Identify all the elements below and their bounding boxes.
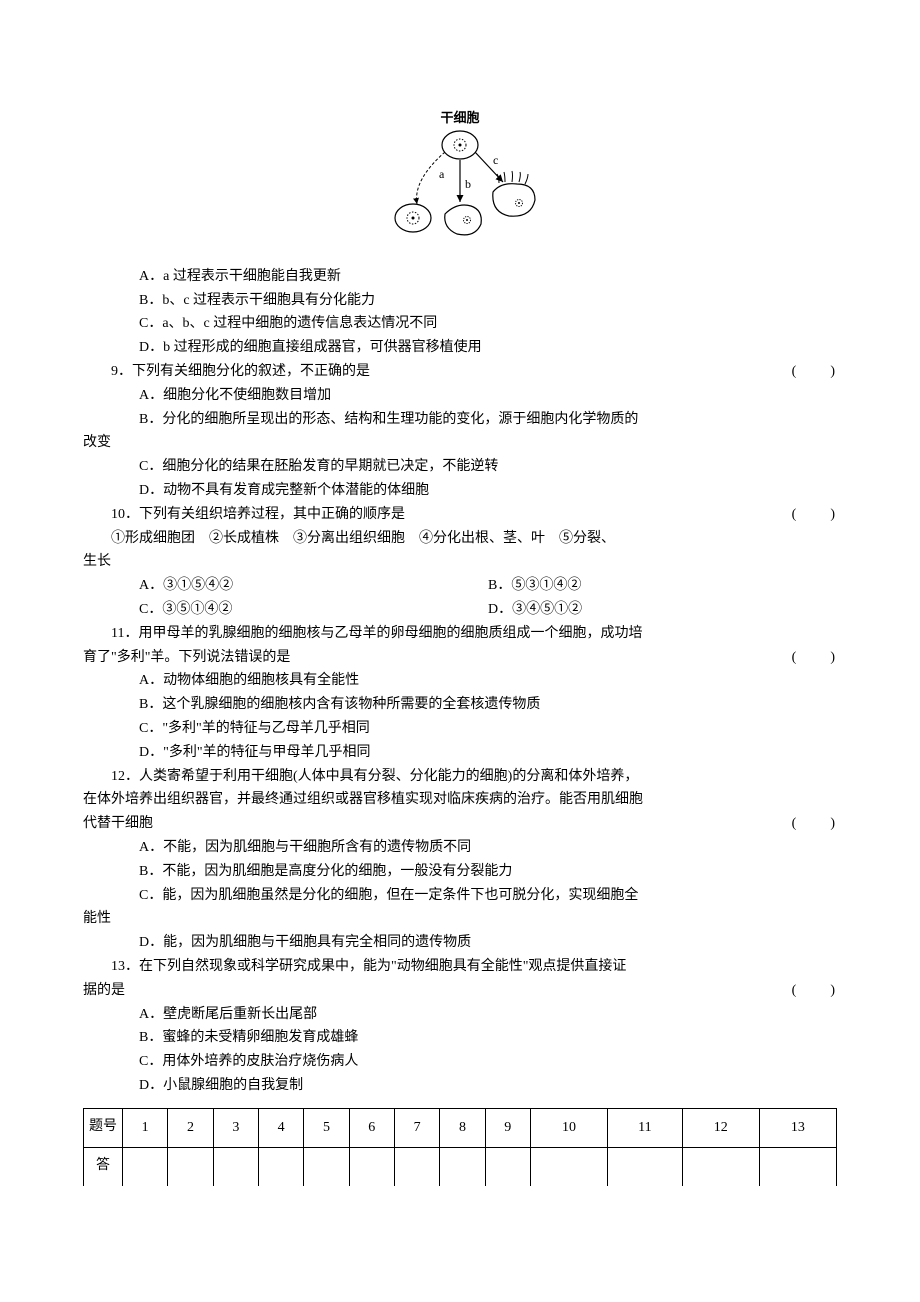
diagram-svg: 干细胞 a b c — [365, 110, 555, 250]
col-1: 1 — [123, 1108, 168, 1147]
q13-option-a: A．壁虎断尾后重新长出尾部 — [83, 1003, 837, 1027]
diagram-top-label: 干细胞 — [440, 110, 479, 125]
q10-stem-text: 10．下列有关组织培养过程，其中正确的顺序是 — [111, 507, 405, 522]
q10-option-c: C．③⑤①④② — [139, 598, 488, 622]
q10-stem2a: ①形成细胞团 ②长成植株 ③分离出组织细胞 ④分化出根、茎、叶 ⑤分裂、 — [83, 527, 837, 551]
col-8: 8 — [440, 1108, 485, 1147]
q12-option-c: C．能，因为肌细胞虽然是分化的细胞，但在一定条件下也可脱分化，实现细胞全 — [83, 884, 837, 908]
q12-stem2: 在体外培养出组织器官，并最终通过组织或器官移植实现对临床疾病的治疗。能否用肌细胞 — [83, 788, 837, 812]
col-5: 5 — [304, 1108, 349, 1147]
ans-3 — [213, 1147, 258, 1186]
arrow-b-label: b — [465, 177, 471, 191]
q12-option-a: A．不能，因为肌细胞与干细胞所含有的遗传物质不同 — [83, 836, 837, 860]
col-11: 11 — [608, 1108, 683, 1147]
q9-option-b: B．分化的细胞所呈现出的形态、结构和生理功能的变化，源于细胞内化学物质的 — [83, 408, 837, 432]
q13-stem2-line: 据的是 ( ) — [83, 979, 837, 1003]
q11-option-b: B．这个乳腺细胞的细胞核内含有该物种所需要的全套核遗传物质 — [83, 693, 837, 717]
q11-option-a: A．动物体细胞的细胞核具有全能性 — [83, 669, 837, 693]
q13-option-c: C．用体外培养的皮肤治疗烧伤病人 — [83, 1050, 837, 1074]
answer-table: 题号 1 2 3 4 5 6 7 8 9 10 11 12 13 答 — [83, 1108, 837, 1186]
ans-13 — [759, 1147, 836, 1186]
q12-option-d: D．能，因为肌细胞与干细胞具有完全相同的遗传物质 — [83, 931, 837, 955]
ans-12 — [682, 1147, 759, 1186]
ans-10 — [530, 1147, 607, 1186]
q10-stem2b: 生长 — [83, 550, 837, 574]
q9-option-b-cont: 改变 — [83, 431, 837, 455]
stem-cell-diagram: 干细胞 a b c — [83, 110, 837, 259]
answer-label: 答 — [84, 1147, 123, 1186]
q9-stem: 9．下列有关细胞分化的叙述，不正确的是 ( ) — [83, 360, 837, 384]
q12-option-c-cont: 能性 — [83, 907, 837, 931]
q13-stem2: 据的是 — [83, 983, 125, 998]
col-12: 12 — [682, 1108, 759, 1147]
q12-stem3-line: 代替干细胞 ( ) — [83, 812, 837, 836]
q11-option-c: C．"多利"羊的特征与乙母羊几乎相同 — [83, 717, 837, 741]
q9-option-c: C．细胞分化的结果在胚胎发育的早期就已决定，不能逆转 — [83, 455, 837, 479]
q9-stem-text: 9．下列有关细胞分化的叙述，不正确的是 — [111, 364, 370, 379]
q8-option-d: D．b 过程形成的细胞直接组成器官，可供器官移植使用 — [83, 336, 837, 360]
ans-9 — [485, 1147, 530, 1186]
ans-2 — [168, 1147, 213, 1186]
col-6: 6 — [349, 1108, 394, 1147]
q10-option-a: A．③①⑤④② — [139, 574, 488, 598]
q10-stem: 10．下列有关组织培养过程，其中正确的顺序是 ( ) — [83, 503, 837, 527]
col-10: 10 — [530, 1108, 607, 1147]
col-2: 2 — [168, 1108, 213, 1147]
ans-8 — [440, 1147, 485, 1186]
ans-11 — [608, 1147, 683, 1186]
q9-option-d: D．动物不具有发育成完整新个体潜能的体细胞 — [83, 479, 837, 503]
arrow-c-label: c — [493, 153, 498, 167]
col-7: 7 — [394, 1108, 439, 1147]
q13-stem1: 13．在下列自然现象或科学研究成果中，能为"动物细胞具有全能性"观点提供直接证 — [83, 955, 837, 979]
q8-option-b: B．b、c 过程表示干细胞具有分化能力 — [83, 289, 837, 313]
q12-stem1: 12．人类寄希望于利用干细胞(人体中具有分裂、分化能力的细胞)的分离和体外培养， — [83, 765, 837, 789]
q11-paren: ( ) — [792, 646, 837, 670]
col-3: 3 — [213, 1108, 258, 1147]
q10-option-d: D．③④⑤①② — [488, 598, 837, 622]
q11-option-d: D．"多利"羊的特征与甲母羊几乎相同 — [83, 741, 837, 765]
arrow-a-label: a — [439, 167, 445, 181]
answer-table-header-row: 题号 1 2 3 4 5 6 7 8 9 10 11 12 13 — [84, 1108, 837, 1147]
ans-4 — [258, 1147, 303, 1186]
q12-option-b: B．不能，因为肌细胞是高度分化的细胞，一般没有分裂能力 — [83, 860, 837, 884]
q11-stem1: 11．用甲母羊的乳腺细胞的细胞核与乙母羊的卵母细胞的细胞质组成一个细胞，成功培 — [83, 622, 837, 646]
q13-option-b: B．蜜蜂的未受精卵细胞发育成雄蜂 — [83, 1026, 837, 1050]
ans-6 — [349, 1147, 394, 1186]
ans-7 — [394, 1147, 439, 1186]
q10-options-row2: C．③⑤①④② D．③④⑤①② — [83, 598, 837, 622]
answer-table-answer-row: 答 — [84, 1147, 837, 1186]
q10-options-row1: A．③①⑤④② B．⑤③①④② — [83, 574, 837, 598]
q11-stem2: 育了"多利"羊。下列说法错误的是 — [83, 650, 290, 665]
ans-5 — [304, 1147, 349, 1186]
col-13: 13 — [759, 1108, 836, 1147]
q10-option-b: B．⑤③①④② — [488, 574, 837, 598]
q8-option-c: C．a、b、c 过程中细胞的遗传信息表达情况不同 — [83, 312, 837, 336]
q13-option-d: D．小鼠腺细胞的自我复制 — [83, 1074, 837, 1098]
q9-paren: ( ) — [764, 360, 837, 384]
q8-option-a: A．a 过程表示干细胞能自我更新 — [83, 265, 837, 289]
ans-1 — [123, 1147, 168, 1186]
q13-paren: ( ) — [792, 979, 837, 1003]
q10-paren: ( ) — [764, 503, 837, 527]
header-label: 题号 — [84, 1108, 123, 1147]
col-9: 9 — [485, 1108, 530, 1147]
q12-paren: ( ) — [792, 812, 837, 836]
q9-option-a: A．细胞分化不使细胞数目增加 — [83, 384, 837, 408]
q11-stem2-line: 育了"多利"羊。下列说法错误的是 ( ) — [83, 646, 837, 670]
q12-stem3: 代替干细胞 — [83, 816, 153, 831]
col-4: 4 — [258, 1108, 303, 1147]
